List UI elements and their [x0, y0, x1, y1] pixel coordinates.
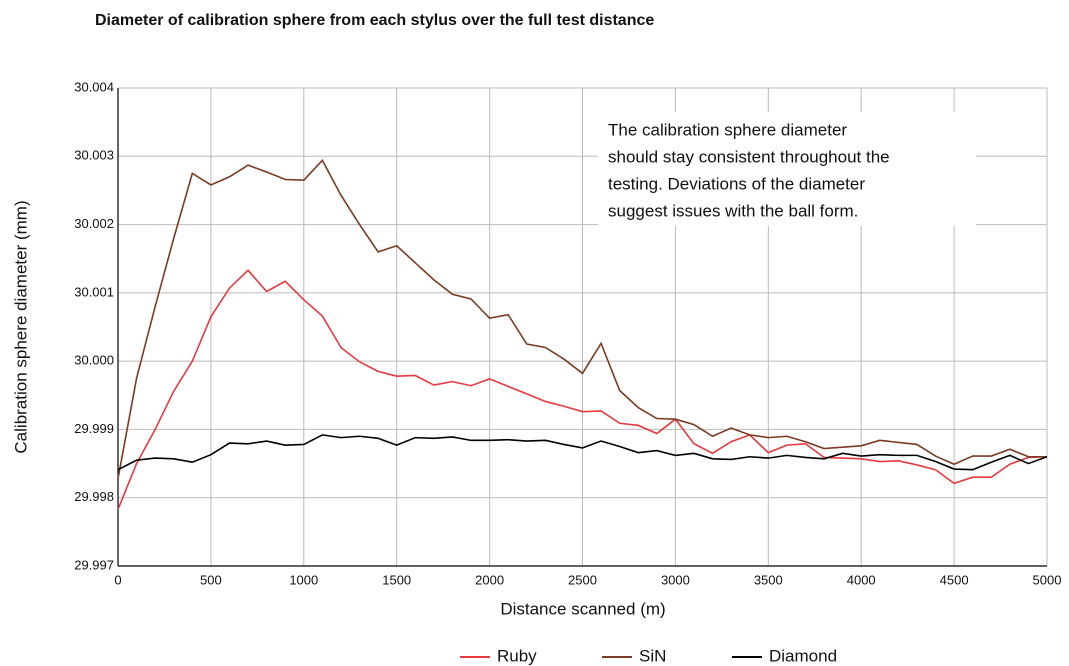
legend-label: Diamond [769, 646, 837, 665]
x-tick-label: 4500 [940, 572, 969, 587]
x-tick-label: 4000 [847, 572, 876, 587]
x-tick-label: 3500 [754, 572, 783, 587]
y-tick-label: 30.001 [74, 284, 114, 299]
y-tick-label: 30.003 [74, 148, 114, 163]
annotation: should stay consistent throughout the [608, 147, 890, 166]
y-tick-label: 30.000 [74, 353, 114, 368]
x-tick-label: 2000 [475, 572, 504, 587]
legend-label: Ruby [497, 646, 537, 665]
x-tick-label: 1000 [289, 572, 318, 587]
chart-title: Diameter of calibration sphere from each… [95, 12, 654, 29]
y-tick-label: 29.999 [74, 421, 114, 436]
annotation: testing. Deviations of the diameter [608, 174, 865, 193]
x-tick-label: 0 [114, 572, 121, 587]
y-tick-label: 29.997 [74, 557, 114, 572]
y-tick-label: 30.004 [74, 79, 114, 94]
line-series [117, 269, 1048, 510]
y-tick-label: 30.002 [74, 216, 114, 231]
x-axis-label: Distance scanned (m) [500, 599, 665, 618]
x-tick-label: 2500 [568, 572, 597, 587]
annotation-box [598, 112, 976, 226]
x-tick-label: 500 [200, 572, 222, 587]
x-tick-label: 3000 [661, 572, 690, 587]
annotation: The calibration sphere diameter [608, 120, 847, 139]
legend-label: SiN [639, 646, 666, 665]
annotation: suggest issues with the ball form. [608, 201, 858, 220]
x-tick-label: 5000 [1033, 572, 1062, 587]
y-tick-label: 29.998 [74, 489, 114, 504]
line-series [117, 159, 1047, 479]
x-tick-label: 1500 [382, 572, 411, 587]
line-series [117, 434, 1048, 471]
y-axis-label: Calibration sphere diameter (mm) [11, 200, 30, 453]
